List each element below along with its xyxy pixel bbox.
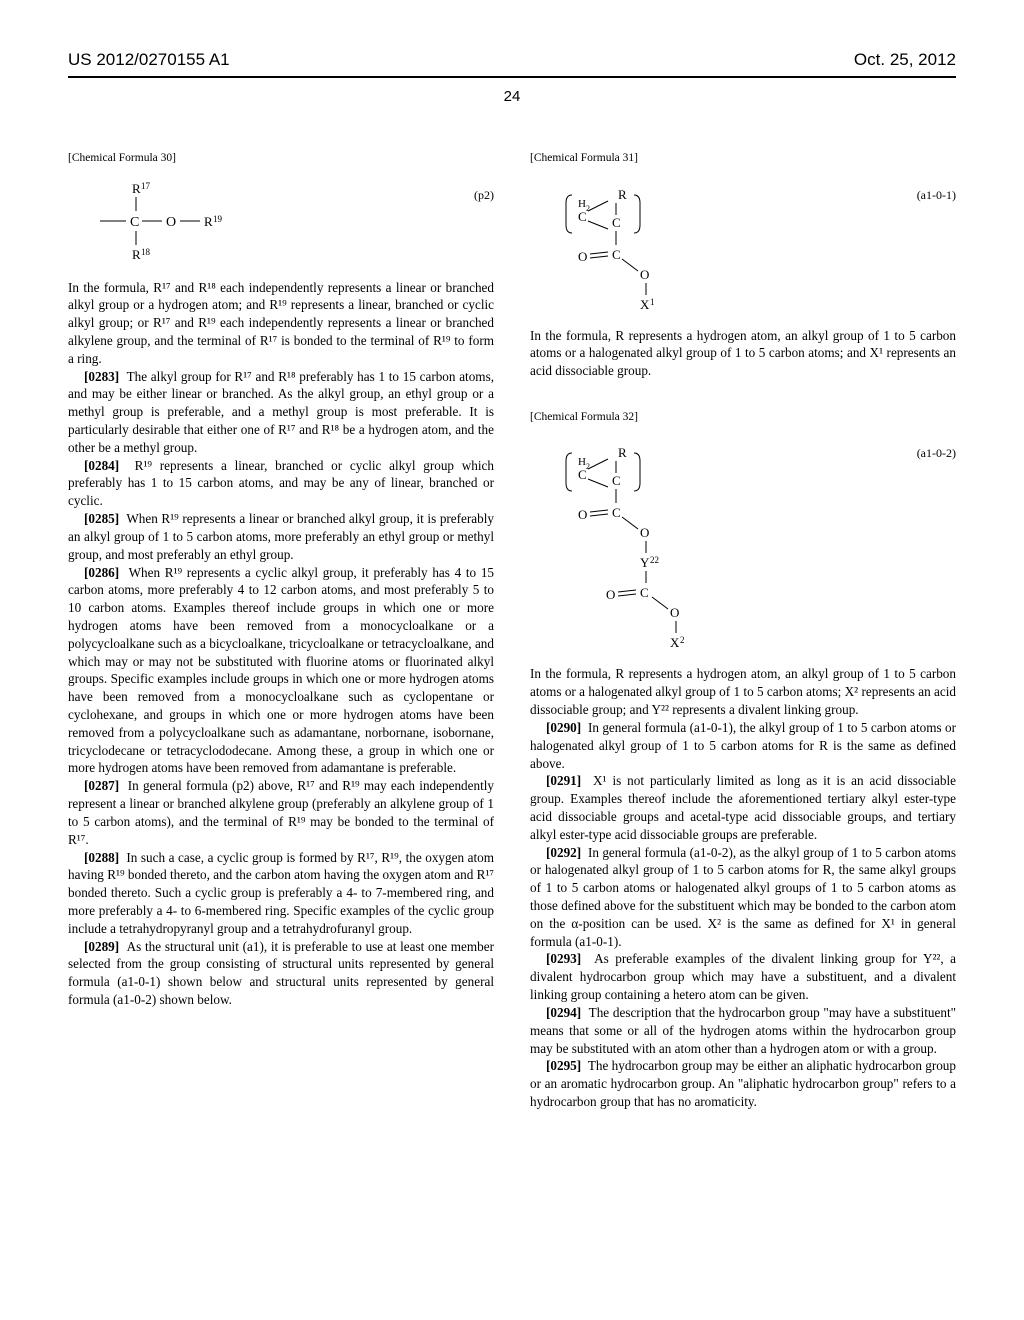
para-0295: [0295] The hydrocarbon group may be eith… bbox=[530, 1057, 956, 1110]
para-0283-text: The alkyl group for R¹⁷ and R¹⁸ preferab… bbox=[68, 369, 494, 455]
para-0291-text: X¹ is not particularly limited as long a… bbox=[530, 773, 956, 841]
para-0288: [0288] In such a case, a cyclic group is… bbox=[68, 849, 494, 938]
svg-text:18: 18 bbox=[141, 247, 151, 257]
para-0286-text: When R¹⁹ represents a cyclic alkyl group… bbox=[68, 565, 494, 776]
svg-text:O: O bbox=[640, 267, 649, 282]
svg-text:C: C bbox=[612, 473, 621, 488]
para-0287-label: [0287] bbox=[84, 778, 119, 793]
svg-text:X: X bbox=[670, 635, 680, 649]
publication-date: Oct. 25, 2012 bbox=[854, 50, 956, 70]
para-0290-text: In general formula (a1-0-1), the alkyl g… bbox=[530, 720, 956, 771]
svg-text:C: C bbox=[578, 467, 587, 482]
para-0285-label: [0285] bbox=[84, 511, 119, 526]
para-0286-label: [0286] bbox=[84, 565, 119, 580]
formula-a101-tag: (a1-0-1) bbox=[917, 187, 956, 203]
para-0288-text: In such a case, a cyclic group is formed… bbox=[68, 850, 494, 936]
svg-text:1: 1 bbox=[650, 297, 655, 307]
para-0283-label: [0283] bbox=[84, 369, 119, 384]
svg-text:R: R bbox=[132, 181, 141, 196]
formula-a102-tag: (a1-0-2) bbox=[917, 445, 956, 461]
para-0288-label: [0288] bbox=[84, 850, 119, 865]
para-0292-label: [0292] bbox=[546, 845, 581, 860]
a102-description: In the formula, R represents a hydrogen … bbox=[530, 665, 956, 718]
para-0291-label: [0291] bbox=[546, 773, 581, 788]
svg-text:C: C bbox=[612, 215, 621, 230]
svg-text:O: O bbox=[578, 507, 587, 522]
svg-text:R: R bbox=[618, 445, 627, 460]
para-0284-label: [0284] bbox=[84, 458, 119, 473]
para-0287: [0287] In general formula (p2) above, R¹… bbox=[68, 777, 494, 848]
svg-text:19: 19 bbox=[213, 214, 223, 224]
para-0289-label: [0289] bbox=[84, 939, 119, 954]
para-0290-label: [0290] bbox=[546, 720, 581, 735]
svg-text:17: 17 bbox=[141, 181, 151, 191]
page-header: US 2012/0270155 A1 Oct. 25, 2012 bbox=[68, 50, 956, 76]
svg-text:R: R bbox=[132, 247, 141, 262]
para-0291: [0291] X¹ is not particularly limited as… bbox=[530, 772, 956, 843]
formula-p2-tag: (p2) bbox=[474, 187, 494, 203]
para-0284-text: R¹⁹ represents a linear, branched or cyc… bbox=[68, 458, 494, 509]
svg-text:R: R bbox=[204, 214, 213, 229]
para-0294-label: [0294] bbox=[546, 1005, 581, 1020]
right-column: [Chemical Formula 31] (a1-0-1) H2 C R C bbox=[530, 135, 956, 1111]
svg-text:C: C bbox=[612, 247, 621, 262]
page-number: 24 bbox=[68, 88, 956, 105]
chem-formula-a101: H2 C R C C O O X1 bbox=[558, 181, 956, 311]
para-0293: [0293] As preferable examples of the div… bbox=[530, 950, 956, 1003]
chem-formula-a102: H2 C R C C O O Y22 bbox=[558, 439, 956, 649]
para-0294: [0294] The description that the hydrocar… bbox=[530, 1004, 956, 1057]
svg-text:2: 2 bbox=[680, 635, 685, 645]
svg-text:O: O bbox=[578, 249, 587, 264]
para-0289-text: As the structural unit (a1), it is prefe… bbox=[68, 939, 494, 1007]
svg-text:O: O bbox=[640, 525, 649, 540]
para-0295-text: The hydrocarbon group may be either an a… bbox=[530, 1058, 956, 1109]
svg-text:C: C bbox=[130, 215, 139, 230]
svg-text:C: C bbox=[640, 585, 649, 600]
para-0283: [0283] The alkyl group for R¹⁷ and R¹⁸ p… bbox=[68, 368, 494, 457]
svg-text:O: O bbox=[606, 587, 615, 602]
publication-number: US 2012/0270155 A1 bbox=[68, 50, 230, 70]
para-0295-label: [0295] bbox=[546, 1058, 581, 1073]
para-0292: [0292] In general formula (a1-0-2), as t… bbox=[530, 844, 956, 951]
para-0285-text: When R¹⁹ represents a linear or branched… bbox=[68, 511, 494, 562]
para-0293-text: As preferable examples of the divalent l… bbox=[530, 951, 956, 1002]
svg-text:22: 22 bbox=[650, 555, 659, 565]
para-0289: [0289] As the structural unit (a1), it i… bbox=[68, 938, 494, 1009]
para-0292-text: In general formula (a1-0-2), as the alky… bbox=[530, 845, 956, 949]
svg-text:X: X bbox=[640, 297, 650, 311]
chem-formula-p2: R17 C O R19 R18 bbox=[96, 181, 494, 263]
header-rule bbox=[68, 76, 956, 78]
svg-text:R: R bbox=[618, 187, 627, 202]
svg-text:Y: Y bbox=[640, 555, 650, 570]
p2-description: In the formula, R¹⁷ and R¹⁸ each indepen… bbox=[68, 279, 494, 368]
svg-text:C: C bbox=[578, 209, 587, 224]
para-0293-label: [0293] bbox=[546, 951, 581, 966]
svg-text:O: O bbox=[670, 605, 679, 620]
chem-formula-32-label: [Chemical Formula 32] bbox=[530, 410, 956, 426]
chem-formula-30-label: [Chemical Formula 30] bbox=[68, 151, 494, 167]
para-0284: [0284] R¹⁹ represents a linear, branched… bbox=[68, 457, 494, 510]
svg-text:O: O bbox=[166, 215, 176, 230]
para-0290: [0290] In general formula (a1-0-1), the … bbox=[530, 719, 956, 772]
para-0286: [0286] When R¹⁹ represents a cyclic alky… bbox=[68, 564, 494, 778]
para-0287-text: In general formula (p2) above, R¹⁷ and R… bbox=[68, 778, 494, 846]
a101-description: In the formula, R represents a hydrogen … bbox=[530, 327, 956, 380]
patent-page: US 2012/0270155 A1 Oct. 25, 2012 24 [Che… bbox=[0, 0, 1024, 1320]
para-0294-text: The description that the hydrocarbon gro… bbox=[530, 1005, 956, 1056]
two-column-body: [Chemical Formula 30] (p2) R17 C O R19 R… bbox=[68, 135, 956, 1111]
para-0285: [0285] When R¹⁹ represents a linear or b… bbox=[68, 510, 494, 563]
svg-text:C: C bbox=[612, 505, 621, 520]
left-column: [Chemical Formula 30] (p2) R17 C O R19 R… bbox=[68, 135, 494, 1111]
chem-formula-31-label: [Chemical Formula 31] bbox=[530, 151, 956, 167]
